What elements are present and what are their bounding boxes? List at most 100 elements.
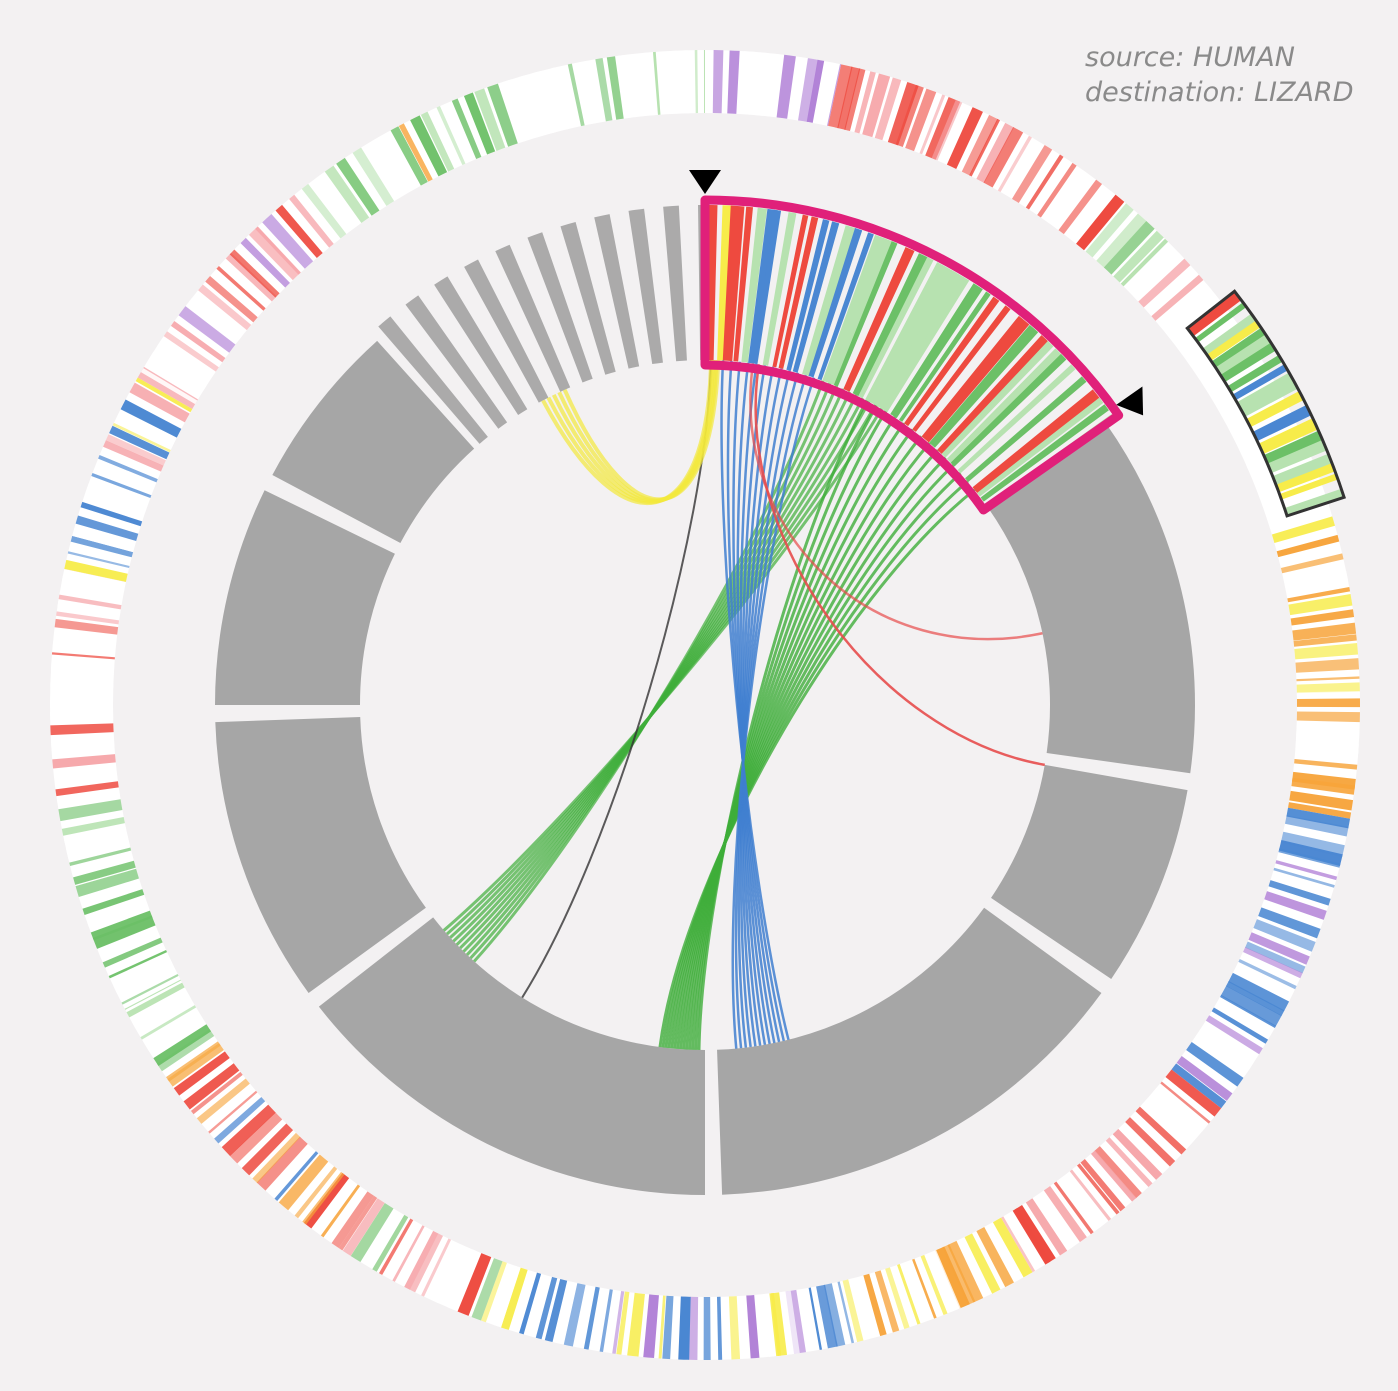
band [662,1295,674,1360]
band [1296,725,1360,740]
band [1158,283,1212,331]
band [294,1166,338,1219]
band [214,1096,266,1144]
band [672,50,680,114]
band [390,126,428,186]
destination-label: destination: LIZARD [1085,77,1353,108]
band [295,188,341,243]
link [658,488,976,1048]
band [198,284,252,331]
band [1061,1176,1102,1229]
band [863,1273,887,1337]
band [167,1043,221,1082]
band [72,524,137,553]
band [190,1071,243,1115]
band [421,1238,452,1297]
band [331,1191,374,1249]
band [463,92,496,155]
band [208,1090,258,1134]
band [833,241,898,387]
band [1113,230,1164,283]
band [1271,516,1335,543]
band [112,422,171,453]
band [315,173,360,230]
band [1001,1216,1036,1273]
band [828,237,894,386]
band [519,1272,542,1335]
band [1289,790,1354,811]
band [876,271,965,411]
band [255,226,301,275]
band [1112,1128,1163,1180]
band [852,253,930,397]
band [229,249,280,298]
band [683,50,690,114]
band [87,901,149,928]
band [882,276,970,413]
band [848,1278,869,1341]
band [69,847,132,867]
band [1118,1122,1169,1175]
band [352,147,395,207]
band [274,1151,319,1201]
band [301,183,347,239]
band [897,1264,921,1325]
band [64,559,128,582]
band [1252,405,1312,442]
chromosome [987,423,1195,774]
band [643,1294,659,1359]
band [61,817,125,836]
selection[interactable] [689,170,1156,515]
band [1125,1117,1176,1167]
band [302,1171,345,1225]
band [82,889,145,915]
band [741,207,768,363]
chromosome [991,764,1188,980]
link [442,407,883,932]
band [67,551,130,569]
link [562,360,721,502]
band [1103,220,1155,275]
band [98,455,158,483]
link [694,404,878,1050]
band [75,515,139,542]
band [532,70,557,134]
band [983,127,1024,188]
band [762,212,797,366]
band [61,575,125,593]
chromosome [464,259,549,403]
band [862,73,891,138]
band [1069,1169,1112,1221]
band [129,382,190,423]
band [378,131,419,192]
band [100,932,161,962]
band [935,1246,970,1309]
band [1284,570,1348,593]
band [1215,334,1273,377]
band [1296,698,1360,708]
band [410,115,448,177]
destination-ring [49,50,1360,1361]
band [64,827,127,844]
band [121,973,179,1005]
band [563,1283,586,1347]
band [1292,622,1357,641]
band [1032,1194,1074,1251]
band [278,1154,329,1211]
chromosome-outline [1185,289,1347,518]
band [950,353,1067,467]
band [1275,860,1338,881]
band [289,194,334,248]
band [135,377,193,413]
band [342,1198,385,1256]
band [275,204,323,259]
band [1267,439,1327,474]
band [816,1284,838,1349]
band [1176,1056,1233,1101]
band [404,1230,439,1290]
selection-box [700,195,1124,515]
band [80,501,143,527]
band [1071,190,1114,243]
band [854,71,876,134]
link [661,480,969,1048]
